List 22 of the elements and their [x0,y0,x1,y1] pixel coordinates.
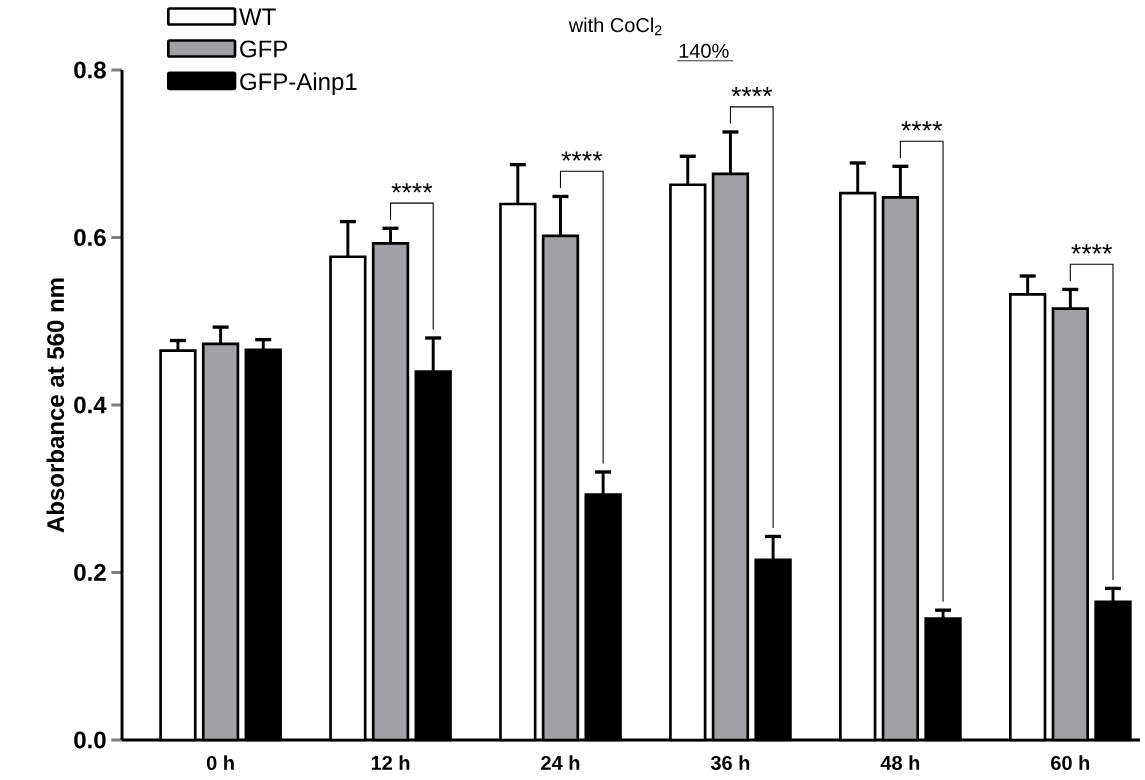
annotation: **** [1071,244,1112,254]
y-axis-title: Absorbance at 560 nm [46,278,65,533]
annotation: **** [901,121,943,131]
y-tick-label: 0.4 [74,396,107,414]
x-tick-label: 48 h [880,755,920,771]
x-tick-label: 24 h [541,755,580,770]
annotation: **** [391,183,433,193]
legend-label: GFP-Ainp1 [240,72,357,95]
text: with CoCl$_{2}$ [568,17,662,36]
y-tick-label: 0.8 [74,61,106,79]
annotation: **** [561,151,603,161]
x-tick-label: 36 h [710,755,750,771]
legend-label: GFP [240,40,288,58]
y-tick-label: 0.2 [74,563,106,581]
y-tick-label: 0.6 [74,228,106,246]
legend-label: WT [239,8,276,26]
x-tick-label: 60 h [1051,755,1090,771]
annotation: **** [731,86,773,97]
x-tick-label: 0 h [206,755,234,771]
y-tick-label: 0.0 [74,731,106,749]
text: 140% [679,43,729,58]
x-tick-label: 12 h [371,755,410,770]
